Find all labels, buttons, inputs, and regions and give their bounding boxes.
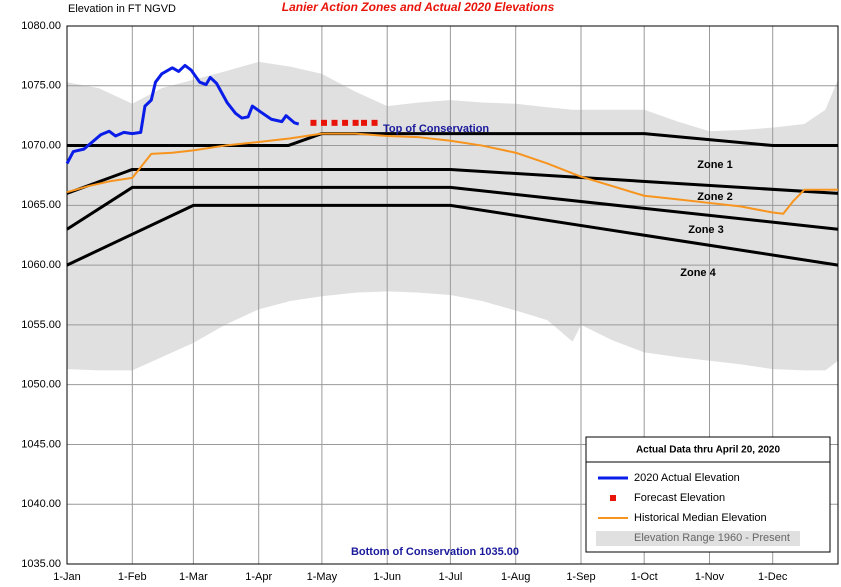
legend-label: 2020 Actual Elevation [634,472,740,484]
annotation: Zone 3 [688,224,723,236]
annotation: Bottom of Conservation 1035.00 [351,546,519,558]
x-tick-label: 1-Aug [501,571,530,583]
forecast-point [352,119,359,126]
legend-label: Forecast Elevation [634,492,725,504]
chart-title: Lanier Action Zones and Actual 2020 Elev… [282,0,555,14]
zone-line [67,132,838,148]
x-tick-label: 1-Jul [438,571,462,583]
x-tick-label: 1-Feb [118,571,147,583]
legend-label: Elevation Range 1960 - Present [634,532,790,544]
annotation: Zone 4 [680,267,716,279]
y-tick-label: 1050.00 [21,379,61,391]
y-axis-label: Elevation in FT NGVD [68,3,176,15]
y-tick-label: 1035.00 [21,558,61,570]
top-layer [65,63,838,215]
forecast-point [361,119,368,126]
legend-label: Historical Median Elevation [634,512,767,524]
plot-border [66,25,839,565]
zone-line [66,167,839,195]
legend-swatch [596,531,800,546]
x-tick-label: 1-Oct [631,571,658,583]
x-tick-label: 1-Jun [373,571,401,583]
y-tick-label: 1080.00 [21,20,61,32]
forecast-point [342,119,349,126]
y-tick-label: 1055.00 [21,319,61,331]
zone-line [66,203,839,267]
y-tick-label: 1070.00 [21,139,61,151]
legend-swatch [610,495,616,501]
x-tick-label: 1-Dec [758,571,788,583]
x-tick-label: 1-Mar [179,571,208,583]
x-tick-label: 1-Apr [245,571,272,583]
forecast-point [310,119,317,126]
series-layer [67,61,838,371]
range-area [67,61,838,371]
x-tick-label: 1-Sep [566,571,595,583]
forecast-point [331,119,338,126]
y-tick-label: 1060.00 [21,259,61,271]
annotation: Zone 1 [697,159,732,171]
y-tick-label: 1045.00 [21,438,61,450]
zone-layer [66,132,839,267]
series-line [66,132,838,215]
series-line [65,63,300,165]
y-tick-label: 1065.00 [21,199,61,211]
annotation: Top of Conservation [383,123,489,135]
x-tick-label: 1-Jan [53,571,81,583]
legend-title: Actual Data thru April 20, 2020 [636,445,781,456]
zone-line [66,185,839,231]
x-tick-label: 1-Nov [695,571,725,583]
forecast-point [371,119,378,126]
x-tick-label: 1-May [307,571,338,583]
forecast-point [321,119,327,126]
y-tick-label: 1075.00 [21,80,61,92]
annotation: Zone 2 [697,191,732,203]
y-tick-label: 1040.00 [21,498,61,510]
